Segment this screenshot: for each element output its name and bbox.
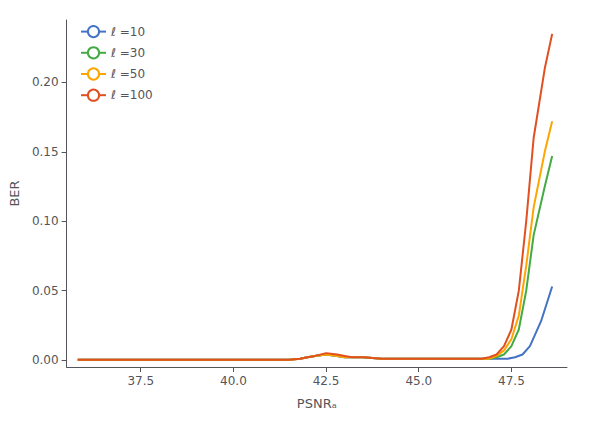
svg-text:PSNRₐ: PSNRₐ	[297, 396, 337, 411]
svg-text:0.15: 0.15	[32, 145, 59, 159]
svg-text:37.5: 37.5	[127, 374, 154, 388]
svg-text:0.00: 0.00	[32, 353, 59, 367]
svg-text:47.5: 47.5	[498, 374, 525, 388]
svg-text:ℓ =30: ℓ =30	[110, 46, 145, 60]
svg-text:0.05: 0.05	[32, 284, 59, 298]
svg-text:BER: BER	[7, 180, 22, 206]
svg-text:45.0: 45.0	[405, 374, 432, 388]
svg-text:ℓ =50: ℓ =50	[110, 67, 145, 81]
svg-text:ℓ =100: ℓ =100	[110, 88, 153, 102]
svg-text:42.5: 42.5	[313, 374, 340, 388]
svg-text:0.20: 0.20	[32, 75, 59, 89]
svg-text:0.10: 0.10	[32, 214, 59, 228]
svg-text:ℓ =10: ℓ =10	[110, 25, 145, 39]
svg-text:40.0: 40.0	[220, 374, 247, 388]
